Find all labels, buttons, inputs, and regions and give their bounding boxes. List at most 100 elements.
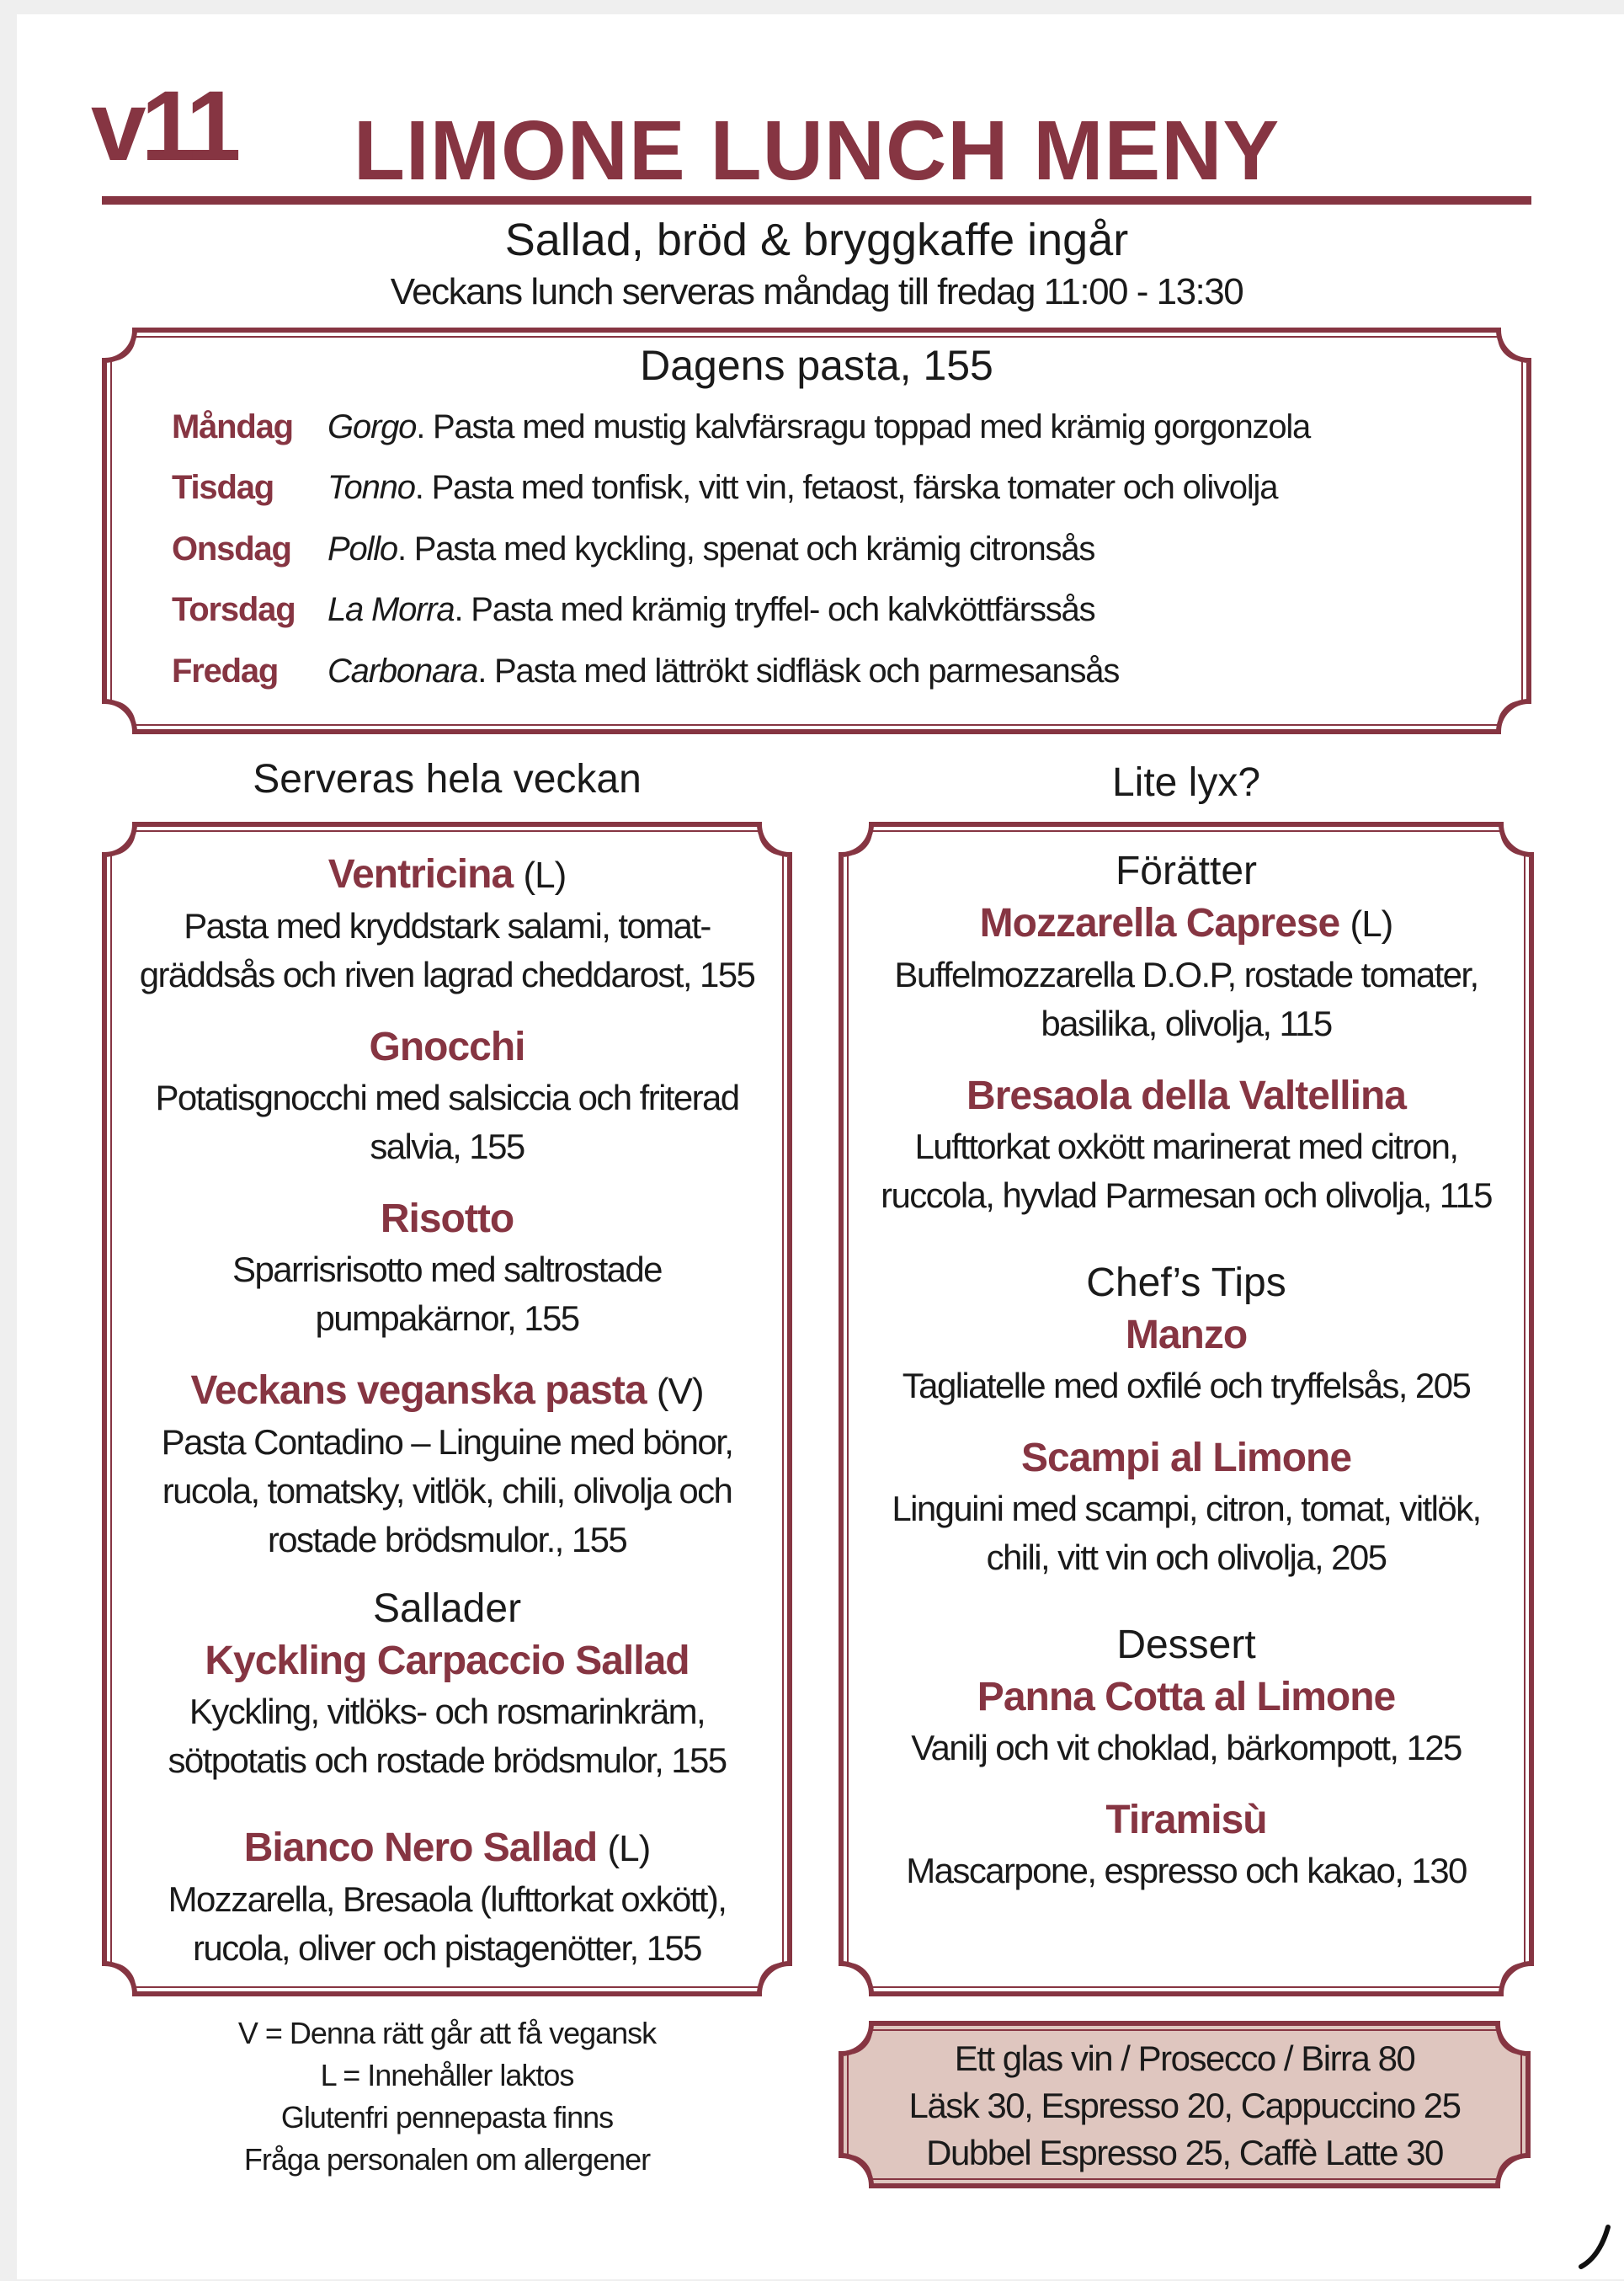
page-title: LIMONE LUNCH MENY — [353, 104, 1281, 198]
dish-name: Pollo — [327, 530, 398, 568]
title-divider — [102, 196, 1531, 205]
item-description: pumpakärnor, 155 — [315, 1298, 581, 1338]
serving-hours: Veckans lunch serveras måndag till freda… — [390, 271, 1244, 312]
menu-item: Tiramisù Mascarpone, espresso och kakao, … — [839, 1794, 1534, 1895]
menu-item: Scampi al Limone Linguini med scampi, cit… — [839, 1432, 1534, 1582]
item-description: ruccola, hyvlad Parmesan och olivolja, 1… — [881, 1175, 1493, 1215]
item-description: Mozzarella, Bresaola (lufttorkat oxkött)… — [168, 1879, 727, 1919]
menu-item: Manzo Tagliatelle med oxfilé och tryffels… — [839, 1309, 1534, 1410]
item-description: Linguini med scampi, citron, tomat, vitl… — [892, 1489, 1482, 1528]
menu-item: Kyckling Carpaccio Sallad Kyckling, vitlö… — [102, 1635, 792, 1785]
note-vegan: V = Denna rätt går att få vegansk — [237, 2016, 657, 2050]
item-description: Pasta med kryddstark salami, tomat- — [184, 906, 711, 946]
luxury-heading: Lite lyx? — [1111, 760, 1261, 805]
allergen-notes: V = Denna rätt går att få vegansk L = In… — [102, 2012, 792, 2181]
day-label: Tisdag — [172, 469, 274, 506]
menu-item: Gnocchi Potatisgnocchi med salsiccia och … — [102, 1021, 792, 1171]
drinks-line: Läsk 30, Espresso 20, Cappuccino 25 — [908, 2086, 1462, 2125]
dish-description: . Pasta med lättrökt sidfläsk och parmes… — [477, 653, 1120, 690]
day-label: Måndag — [172, 408, 294, 445]
luxury-box: Förätter Mozzarella Caprese (L) Buffelmozz… — [839, 822, 1534, 1996]
item-description: Sparrisrisotto med saltrostade — [232, 1250, 663, 1289]
item-name: Scampi al Limone — [1020, 1436, 1352, 1480]
item-description: salvia, 155 — [370, 1127, 525, 1166]
page-curl-mark — [1579, 2225, 1611, 2269]
daily-row-torsdag: Torsdag La Morra. Pasta med krämig tryffe… — [172, 591, 1096, 629]
daily-pasta-box: Dagens pasta, 155 Måndag Gorgo. Pasta med… — [102, 328, 1531, 734]
item-name: Bianco Nero Sallad — [243, 1825, 598, 1870]
drinks-line: Dubbel Espresso 25, Caffè Latte 30 — [926, 2133, 1444, 2172]
menu-item: Risotto Sparrisrisotto med saltrostade pum… — [102, 1193, 792, 1343]
note-lactose: L = Innehåller laktos — [320, 2058, 575, 2092]
item-tag: (L) — [1350, 903, 1394, 945]
item-description: Lufttorkat oxkött marinerat med citron, — [914, 1127, 1460, 1166]
drinks-line: Ett glas vin / Prosecco / Birra 80 — [954, 2039, 1416, 2078]
item-tag: (L) — [607, 1828, 652, 1869]
item-description: basilika, olivolja, 115 — [1041, 1004, 1333, 1043]
section-heading: Chef’s Tips — [1086, 1260, 1286, 1305]
all-week-heading: Serveras hela veckan — [253, 757, 642, 802]
daily-row-tisdag: Tisdag Tonno. Pasta med tonfisk, vitt vin… — [172, 469, 1279, 507]
item-description: rostade brödsmulor., 155 — [267, 1520, 628, 1559]
daily-row-onsdag: Onsdag Pollo. Pasta med kyckling, spenat … — [172, 530, 1095, 568]
dish-description: . Pasta med tonfisk, vitt vin, fetaost, … — [414, 469, 1279, 506]
frame-border — [839, 822, 1534, 1996]
day-label: Torsdag — [172, 591, 296, 628]
dish-name: Gorgo — [327, 408, 417, 445]
item-description: Pasta Contadino – Linguine med bönor, — [161, 1422, 734, 1462]
item-description: Tagliatelle med oxfilé och tryffelsås, 2… — [902, 1366, 1472, 1405]
item-tag: (V) — [656, 1371, 705, 1412]
menu-item: Mozzarella Caprese (L) Buffelmozzarella D… — [839, 898, 1534, 1048]
daily-pasta-title: Dagens pasta, 155 — [640, 342, 993, 389]
dish-description: . Pasta med kyckling, spenat och krämig … — [397, 530, 1095, 568]
item-description: Kyckling, vitlöks- och rosmarinkräm, — [189, 1692, 706, 1731]
subtitle: Sallad, bröd & bryggkaffe ingår — [504, 215, 1129, 265]
note-allergens: Fråga personalen om allergener — [243, 2142, 651, 2177]
dish-name: Tonno — [327, 469, 416, 506]
item-description: rucola, tomatsky, vitlök, chili, olivolj… — [162, 1471, 733, 1511]
item-description: Vanilj och vit choklad, bärkompott, 125 — [911, 1728, 1462, 1767]
daily-row-måndag: Måndag Gorgo. Pasta med mustig kalvfärsra… — [172, 408, 1311, 446]
item-name: Manzo — [1125, 1313, 1248, 1357]
section-heading: Förätter — [1115, 849, 1258, 893]
item-description: Buffelmozzarella D.O.P, rostade tomater, — [894, 955, 1479, 994]
frame-border — [839, 2021, 1531, 2188]
item-name: Ventricina — [327, 852, 514, 897]
day-label: Fredag — [172, 653, 279, 690]
drinks-box: Ett glas vin / Prosecco / Birra 80 Läsk … — [839, 2021, 1531, 2188]
item-description: Potatisgnocchi med salsiccia och fritera… — [155, 1078, 740, 1117]
item-description: chili, vitt vin och olivolja, 205 — [986, 1538, 1387, 1577]
frame-border — [102, 328, 1531, 734]
item-name: Tiramisù — [1105, 1798, 1267, 1842]
item-description: gräddsås och riven lagrad cheddarost, 15… — [139, 955, 756, 994]
daily-row-fredag: Fredag Carbonara. Pasta med lättrökt sidf… — [172, 653, 1120, 690]
dish-name: Carbonara — [327, 653, 478, 690]
item-description: sötpotatis och rostade brödsmulor, 155 — [168, 1740, 728, 1780]
item-name: Risotto — [380, 1196, 514, 1241]
item-description: rucola, oliver och pistagenötter, 155 — [193, 1928, 702, 1968]
section-heading: Sallader — [372, 1586, 522, 1631]
item-description: Mascarpone, espresso och kakao, 130 — [906, 1851, 1467, 1890]
menu-page — [17, 14, 1624, 2279]
section-heading: Dessert — [1116, 1623, 1256, 1667]
item-name: Bresaola della Valtellina — [966, 1074, 1407, 1118]
dish-description: . Pasta med krämig tryffel- och kalvkött… — [454, 591, 1095, 628]
menu-item: Bresaola della Valtellina Lufttorkat oxkö… — [839, 1070, 1534, 1220]
day-label: Onsdag — [172, 530, 292, 568]
menu-item: Bianco Nero Sallad (L) Mozzarella, Bresao… — [102, 1822, 792, 1973]
version-label: v11 — [91, 71, 241, 182]
menu-item: Ventricina (L) Pasta med kryddstark salam… — [102, 849, 792, 999]
item-tag: (L) — [523, 855, 567, 896]
item-name: Veckans veganska pasta — [190, 1368, 647, 1413]
note-gluten-free: Glutenfri pennepasta finns — [280, 2100, 614, 2134]
menu-item: Veckans veganska pasta (V) Pasta Contadin… — [102, 1365, 792, 1564]
item-name: Gnocchi — [369, 1025, 525, 1069]
menu-item: Panna Cotta al Limone Vanilj och vit chok… — [839, 1671, 1534, 1772]
frame-border — [102, 822, 792, 1996]
dish-name: La Morra — [327, 591, 455, 628]
item-name: Kyckling Carpaccio Sallad — [205, 1639, 690, 1683]
dish-description: . Pasta med mustig kalvfärsragu toppad m… — [416, 408, 1311, 445]
item-name: Panna Cotta al Limone — [977, 1675, 1396, 1719]
all-week-box: Ventricina (L) Pasta med kryddstark salam… — [102, 822, 792, 1996]
item-name: Mozzarella Caprese — [979, 901, 1341, 946]
